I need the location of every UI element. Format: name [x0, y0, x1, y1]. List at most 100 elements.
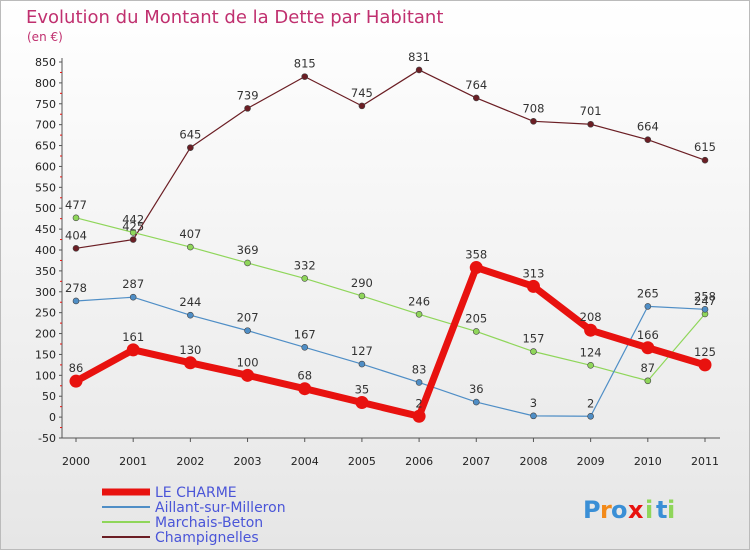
data-point [126, 343, 140, 357]
data-point [701, 156, 709, 164]
data-label: 161 [122, 330, 144, 344]
data-point [587, 120, 594, 128]
data-label: 664 [637, 120, 659, 134]
data-label: 2 [415, 396, 422, 410]
data-label: 313 [522, 266, 544, 280]
axes: -50 0 50 100 150 200 250 300 350 400 450 500 550 600 6… [35, 56, 720, 468]
data-label: 87 [640, 361, 655, 375]
data-point [244, 327, 251, 334]
series-line [75, 296, 706, 417]
logo-letter: i [667, 496, 675, 524]
y-tick-label: 300 [35, 286, 56, 299]
data-label: 83 [412, 362, 427, 376]
data-point [358, 102, 366, 110]
series-lines [69, 66, 712, 423]
data-label: 208 [580, 310, 602, 324]
data-label: 205 [465, 311, 487, 325]
data-point [472, 398, 480, 406]
y-tick-label: 500 [35, 202, 56, 215]
x-tick-label: 2011 [691, 455, 719, 468]
data-point [358, 292, 366, 300]
logo-letter: o [611, 496, 628, 524]
data-label: 369 [237, 243, 259, 257]
data-point [301, 344, 309, 351]
data-label: 86 [69, 361, 84, 375]
data-label: 2 [587, 396, 594, 410]
data-point [526, 279, 540, 293]
series-champignelles [72, 66, 709, 252]
y-tick-label: 200 [35, 328, 56, 341]
y-tick-label: 100 [35, 369, 56, 382]
x-tick-label: 2004 [291, 455, 319, 468]
data-label: 701 [580, 104, 602, 118]
data-label: 745 [351, 86, 373, 100]
x-tick-label: 2010 [634, 455, 662, 468]
data-point [187, 144, 194, 151]
data-point [183, 356, 197, 370]
data-point [241, 368, 255, 382]
y-tick-label: 600 [35, 160, 56, 173]
data-label: 167 [294, 327, 316, 341]
logo-letter: r [600, 496, 612, 524]
data-point [244, 259, 251, 267]
logo-letter: P [583, 496, 601, 524]
y-tick-label: -50 [38, 432, 56, 445]
data-point [698, 358, 712, 372]
data-point [584, 323, 598, 337]
data-point [472, 328, 480, 335]
data-point [244, 105, 251, 112]
data-label: 207 [237, 311, 259, 325]
logo-letter: t [656, 496, 667, 524]
data-point [69, 374, 83, 388]
series-line [75, 69, 706, 249]
data-label: 290 [351, 276, 373, 290]
series-marchais-beton [72, 214, 709, 385]
data-label: 258 [694, 289, 716, 303]
logo-letter: i [645, 496, 653, 524]
data-label: 35 [355, 382, 370, 396]
x-tick-label: 2000 [62, 455, 90, 468]
data-point [187, 243, 194, 251]
y-tick-label: 400 [35, 244, 56, 257]
data-point [469, 261, 483, 275]
x-tick-label: 2001 [119, 455, 147, 468]
data-point [644, 303, 652, 310]
data-label: 278 [65, 281, 87, 295]
series-le-charme [69, 261, 712, 423]
data-point [72, 297, 80, 305]
y-tick-label: 550 [35, 181, 56, 194]
series-line [75, 217, 706, 382]
data-label: 265 [637, 286, 659, 300]
data-label: 287 [122, 277, 144, 291]
data-label: 125 [694, 345, 716, 359]
y-tick-label: 250 [35, 307, 56, 320]
data-point [530, 118, 537, 125]
x-tick-label: 2005 [348, 455, 376, 468]
y-tick-label: 750 [35, 98, 56, 111]
data-point [530, 412, 537, 420]
data-label: 358 [465, 248, 487, 262]
data-point [129, 229, 137, 236]
data-label: 615 [694, 140, 716, 154]
data-point [472, 94, 480, 102]
legend-label: Champignelles [155, 530, 259, 546]
x-tick-label: 2003 [234, 455, 262, 468]
data-label: 166 [637, 328, 659, 342]
legend-label: LE CHARME [155, 485, 237, 501]
x-tick-label: 2007 [462, 455, 490, 468]
data-label: 3 [530, 396, 537, 410]
logo-letter: x [628, 496, 644, 524]
y-tick-label: 0 [49, 411, 56, 424]
data-point [641, 341, 655, 355]
data-point [587, 412, 594, 420]
legend: LE CHARMEAillant-sur-MilleronMarchais-Be… [102, 485, 286, 546]
y-tick-label: 350 [35, 265, 56, 278]
data-point [129, 236, 137, 243]
data-point [415, 379, 423, 386]
series-aillant-sur-milleron [72, 293, 709, 420]
